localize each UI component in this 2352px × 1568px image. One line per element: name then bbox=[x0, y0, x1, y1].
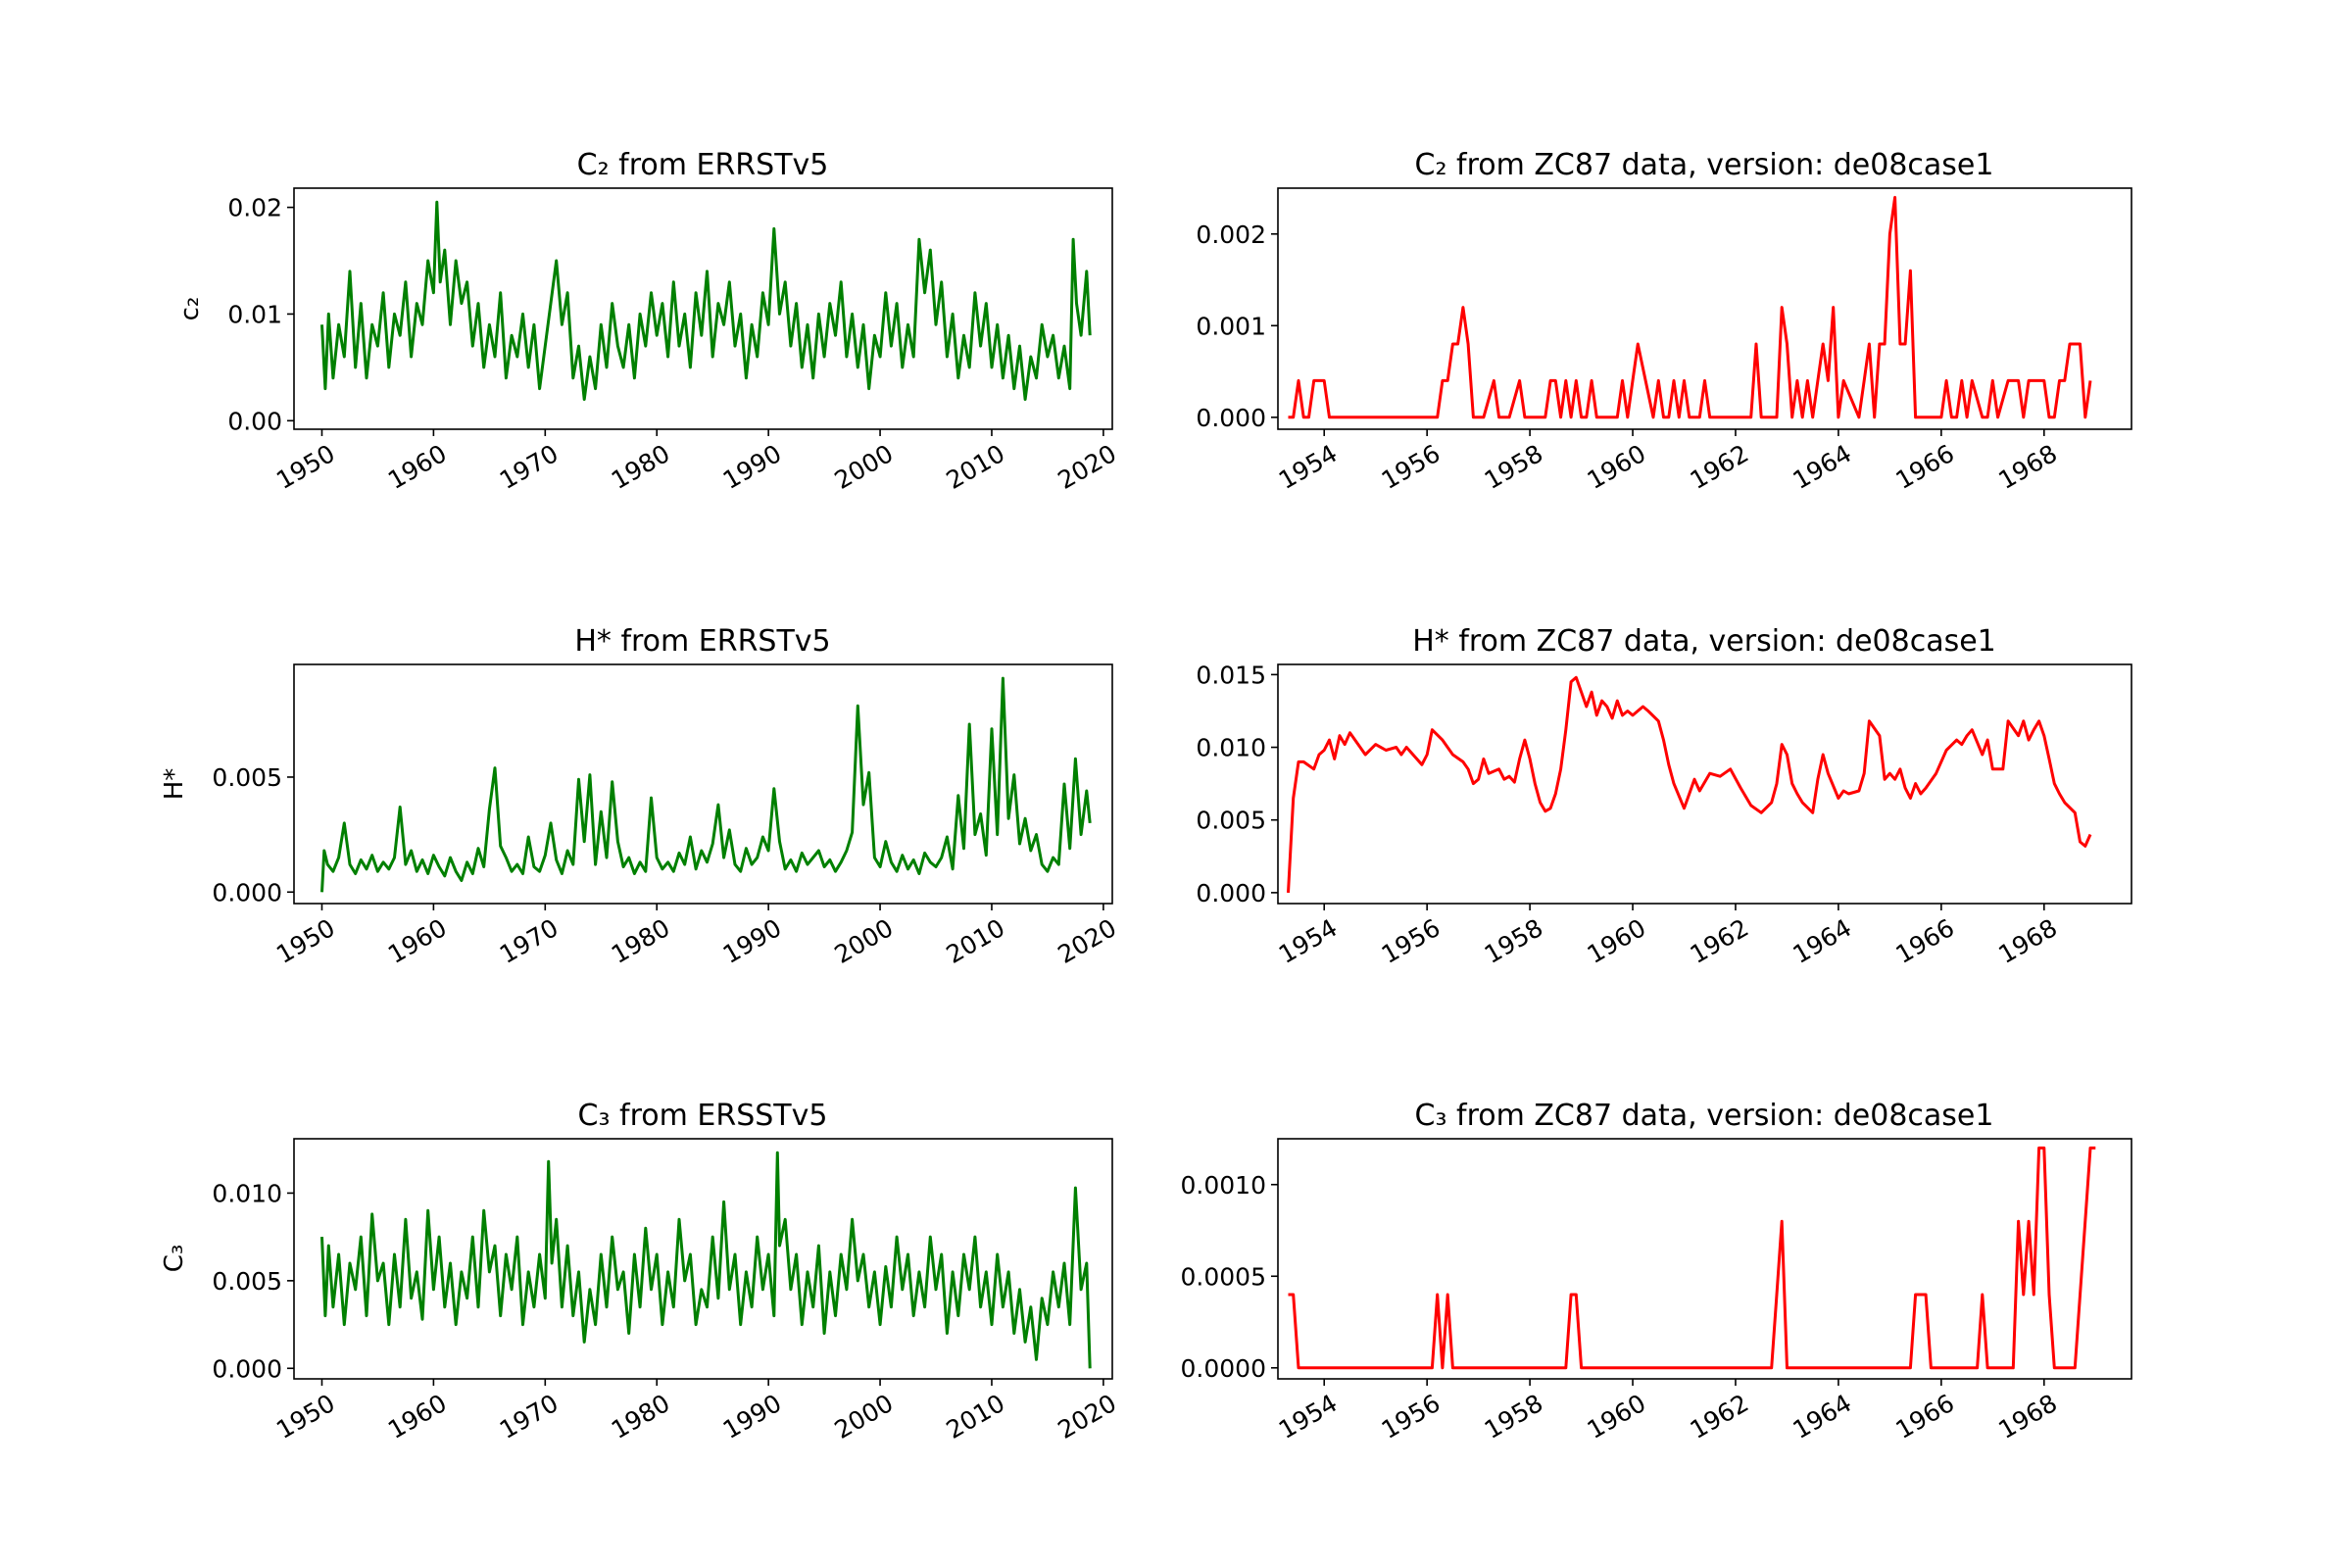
y-axis-label: C₃ bbox=[160, 1245, 189, 1273]
axes-frame bbox=[293, 663, 1113, 905]
y-tick-label: 0.015 bbox=[1196, 661, 1266, 689]
y-tick-label: 0.010 bbox=[1196, 734, 1266, 762]
y-tick-label: 0.002 bbox=[1196, 220, 1266, 249]
subplot-title: H* from ZC87 data, version: de08case1 bbox=[1412, 624, 1996, 659]
axes-frame bbox=[1277, 1138, 2132, 1380]
y-tick-label: 0.010 bbox=[212, 1179, 282, 1207]
y-tick-label: 0.001 bbox=[1196, 312, 1266, 340]
y-axis-label: c₂ bbox=[175, 297, 205, 321]
series-line bbox=[320, 200, 1092, 401]
y-tick-label: 0.02 bbox=[227, 194, 282, 222]
subplot-title: C₃ from ZC87 data, version: de08case1 bbox=[1415, 1099, 1994, 1133]
axes-frame bbox=[1277, 663, 2132, 905]
subplot-title: C₂ from ZC87 data, version: de08case1 bbox=[1415, 148, 1994, 182]
series-line bbox=[1288, 195, 2092, 419]
y-tick-label: 0.005 bbox=[1196, 807, 1266, 835]
series-line bbox=[320, 676, 1092, 893]
y-tick-label: 0.0005 bbox=[1181, 1262, 1266, 1291]
y-tick-label: 0.005 bbox=[212, 1267, 282, 1296]
y-tick-label: 0.000 bbox=[212, 878, 282, 906]
y-tick-label: 0.0000 bbox=[1181, 1354, 1266, 1383]
series-line bbox=[1287, 675, 2092, 893]
subplot-c2-zc87: C₂ from ZC87 data, version: de08case1 19… bbox=[1196, 148, 2132, 495]
subplot-title: H* from ERRSTv5 bbox=[574, 624, 830, 659]
axes-frame bbox=[293, 1138, 1113, 1380]
y-tick-label: 0.005 bbox=[212, 763, 282, 792]
y-axis-label: H* bbox=[160, 768, 189, 801]
y-tick-label: 0.01 bbox=[227, 300, 282, 328]
subplot-title: C₂ from ERRSTv5 bbox=[577, 148, 829, 182]
subplot-title: C₃ from ERSSTv5 bbox=[578, 1099, 828, 1133]
y-tick-label: 0.000 bbox=[1196, 879, 1266, 907]
y-tick-label: 0.000 bbox=[212, 1354, 282, 1383]
y-tick-label: 0.000 bbox=[1196, 404, 1266, 432]
axes-frame bbox=[293, 187, 1113, 430]
axes-frame bbox=[1277, 187, 2132, 430]
series-line bbox=[1288, 1146, 2096, 1370]
y-tick-label: 0.0010 bbox=[1181, 1171, 1266, 1200]
series-line bbox=[320, 1151, 1092, 1369]
y-tick-label: 0.00 bbox=[227, 407, 282, 435]
